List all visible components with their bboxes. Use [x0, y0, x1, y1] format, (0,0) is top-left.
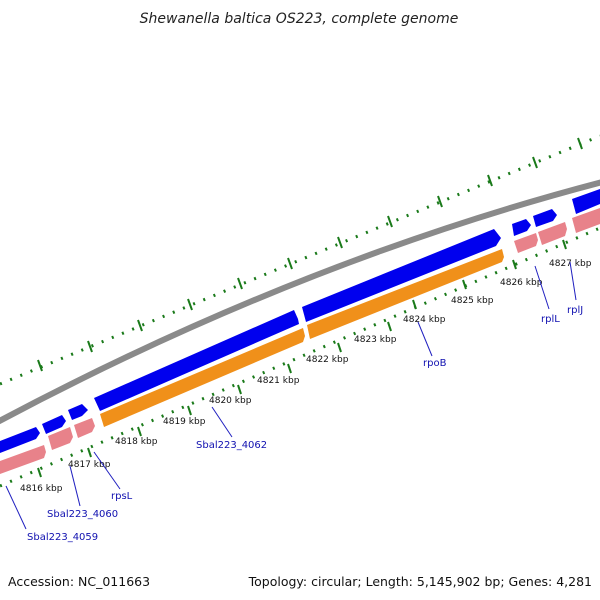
- gene-label-rplj[interactable]: rplJ: [567, 305, 583, 316]
- tick-label: 4819 kbp: [163, 417, 206, 427]
- cds-feature-sbal223-4060[interactable]: [42, 415, 66, 434]
- tick-label: 4818 kbp: [115, 437, 158, 447]
- tick-label: 4822 kbp: [306, 355, 349, 365]
- outer-major-ticks: [37, 137, 583, 372]
- gene-track: [0, 208, 600, 474]
- gene-label-sbal223-4059[interactable]: Sbal223_4059: [27, 532, 98, 543]
- cds-feature-rpob[interactable]: [302, 229, 501, 322]
- tick-label: 4820 kbp: [209, 396, 252, 406]
- gene-label-rpll[interactable]: rplL: [541, 314, 560, 325]
- cds-feature-rpsl[interactable]: [68, 404, 88, 420]
- gene-feature-sbal223-4062[interactable]: [100, 328, 305, 427]
- tick-label: 4825 kbp: [451, 296, 494, 306]
- tick-label: 4826 kbp: [500, 278, 543, 288]
- gene-feature-sbal223-4059[interactable]: [0, 445, 46, 474]
- tick-label: 4824 kbp: [403, 315, 446, 325]
- cds-track: [0, 189, 600, 453]
- tick-label: 4816 kbp: [20, 484, 63, 494]
- gene-label-sbal223-4060[interactable]: Sbal223_4060: [47, 509, 118, 520]
- gene-label-rpsl[interactable]: rpsL: [111, 491, 133, 502]
- map-title: Shewanella baltica OS223, complete genom…: [140, 11, 459, 27]
- tick-label: 4821 kbp: [257, 376, 300, 386]
- gene-labels: Sbal223_4059 Sbal223_4060 rpsL Sbal223_4…: [27, 305, 583, 543]
- tick-label: 4823 kbp: [354, 335, 397, 345]
- gene-feature-rpll[interactable]: [514, 233, 538, 253]
- cds-feature-rpll[interactable]: [512, 219, 531, 236]
- gene-label-leaders: [5, 261, 577, 530]
- gene-feature-rpob[interactable]: [307, 249, 504, 339]
- gene-feature-rplj[interactable]: [538, 222, 567, 245]
- genome-backbone: [0, 179, 600, 425]
- tick-label: 4817 kbp: [68, 460, 111, 470]
- cds-feature-sbal223-4062[interactable]: [94, 310, 299, 411]
- cds-feature-next[interactable]: [572, 189, 600, 214]
- genome-summary-text: Topology: circular; Length: 5,145,902 bp…: [248, 574, 592, 589]
- gene-label-sbal223-4062[interactable]: Sbal223_4062: [196, 440, 267, 451]
- cds-feature-rplj[interactable]: [533, 209, 557, 227]
- gene-feature-sbal223-4060[interactable]: [48, 427, 73, 450]
- gene-feature-rpsl[interactable]: [74, 418, 95, 438]
- scale-tick-labels: 4816 kbp 4817 kbp 4818 kbp 4819 kbp 4820…: [20, 259, 592, 494]
- inner-scale-arc: [0, 226, 600, 488]
- gene-feature-next[interactable]: [572, 208, 600, 233]
- accession-text: Accession: NC_011663: [8, 574, 150, 589]
- cds-feature-sbal223-4059[interactable]: [0, 427, 40, 453]
- gene-label-rpob[interactable]: rpoB: [423, 358, 447, 369]
- inner-major-ticks: [37, 239, 567, 478]
